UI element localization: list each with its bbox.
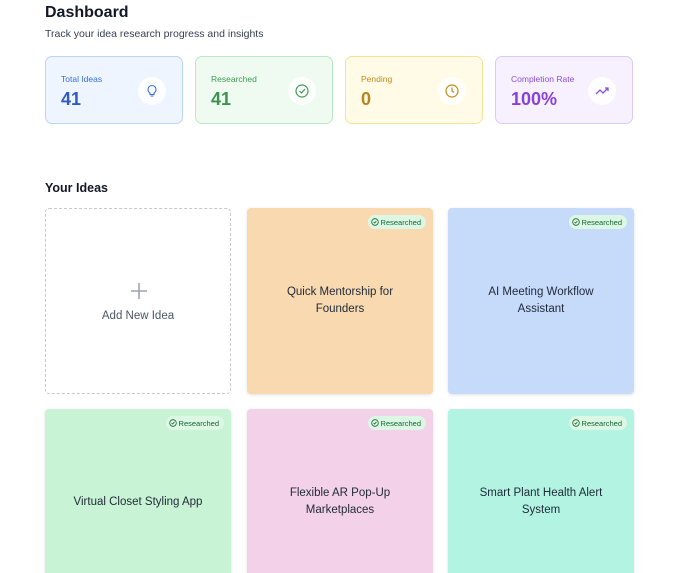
check-icon <box>370 419 379 427</box>
plus-icon <box>131 283 147 299</box>
check-icon <box>571 218 580 226</box>
icon <box>595 87 609 95</box>
idea-title: Smart Plant Health Alert System <box>479 487 603 516</box>
status-text: Researched <box>380 217 421 227</box>
stat-icon <box>588 77 616 105</box>
icon <box>295 84 309 98</box>
idea-card[interactable]: Researched Smart Plant Health Alert Syste… <box>448 409 634 573</box>
idea-card[interactable]: Researched Virtual Closet Styling App <box>45 409 231 573</box>
idea-card[interactable]: Researched Flexible AR Pop-Up Marketplace… <box>247 409 433 573</box>
idea-title: Virtual Closet Styling App <box>73 495 203 508</box>
stat-icon <box>438 77 466 105</box>
status-badge: Researched <box>568 215 627 229</box>
status-text: Researched <box>581 418 622 428</box>
page-title: Dashboard <box>45 4 129 21</box>
idea-card[interactable]: Researched AI Meeting Workflow Assistant <box>448 208 634 394</box>
stat-card: Completion Rate 100% <box>495 56 633 124</box>
stat-value: 41 <box>61 89 82 109</box>
stat-value: 100% <box>511 89 558 109</box>
stat-card: Researched 41 <box>195 56 333 124</box>
idea-title: Flexible AR Pop-Up Marketplaces <box>289 487 391 516</box>
section-title: Your Ideas <box>45 181 108 195</box>
page-subtitle: Track your idea research progress and in… <box>45 28 264 40</box>
stat-label: Pending <box>361 74 393 84</box>
status-badge: Researched <box>165 416 224 430</box>
add-idea-card[interactable]: Add New Idea <box>45 208 231 394</box>
stat-card: Total Ideas 41 <box>45 56 183 124</box>
stat-card: Pending 0 <box>345 56 483 124</box>
icon <box>147 84 157 97</box>
status-text: Researched <box>581 217 622 227</box>
check-icon <box>571 419 580 427</box>
stat-label: Total Ideas <box>61 74 103 84</box>
idea-title: AI Meeting Workflow Assistant <box>488 286 594 315</box>
stat-icon <box>138 77 166 105</box>
idea-card[interactable]: Researched Quick Mentorship for Founders <box>247 208 433 394</box>
icon <box>445 84 459 98</box>
idea-title: Quick Mentorship for Founders <box>286 286 394 315</box>
status-badge: Researched <box>568 416 627 430</box>
status-badge: Researched <box>367 215 426 229</box>
status-text: Researched <box>380 418 421 428</box>
add-idea-label: Add New Idea <box>101 310 175 322</box>
stat-value: 0 <box>361 89 372 109</box>
check-icon <box>168 419 177 427</box>
check-icon <box>370 218 379 226</box>
status-text: Researched <box>178 418 219 428</box>
stat-label: Completion Rate <box>511 74 575 84</box>
stat-icon <box>288 77 316 105</box>
stat-value: 41 <box>211 89 232 109</box>
status-badge: Researched <box>367 416 426 430</box>
stat-label: Researched <box>211 74 257 84</box>
